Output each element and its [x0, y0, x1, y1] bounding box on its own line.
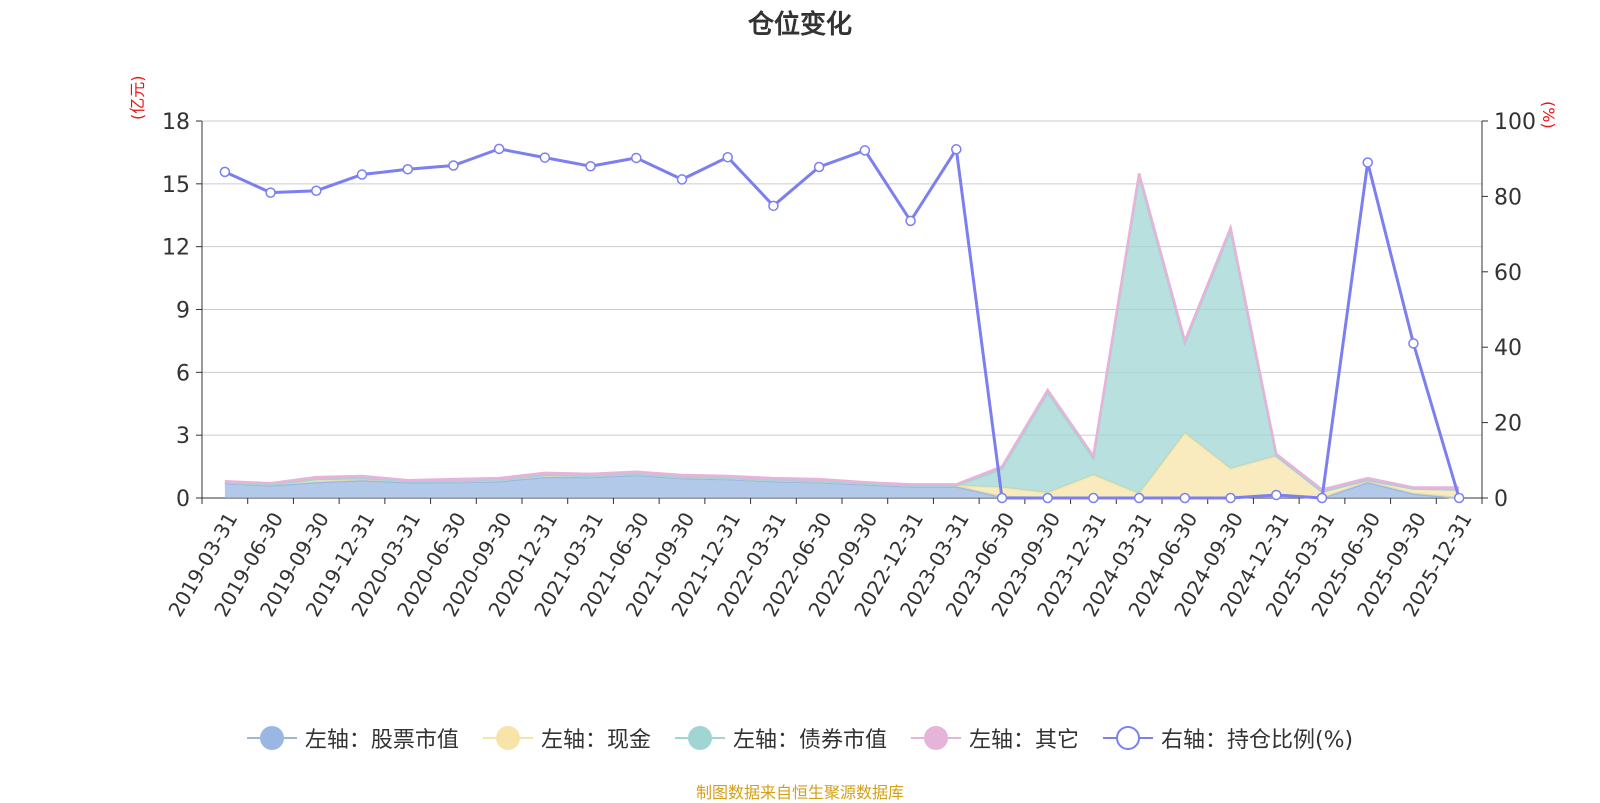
ratio-point: [859, 145, 871, 156]
data-source-note: 制图数据来自恒生聚源数据库: [695, 783, 904, 802]
legend-label-other: 左轴：其它: [968, 728, 1079, 753]
legend-label-cash: 左轴：现金: [540, 728, 651, 753]
ratio-point: [493, 143, 505, 155]
ratio-line: [224, 145, 1461, 500]
left-tick-label: 6: [176, 361, 190, 386]
right-tick-label: 40: [1494, 336, 1522, 361]
ratio-point: [905, 215, 916, 227]
bond-area: [224, 175, 1460, 494]
legend-item-other[interactable]: 左轴：其它: [910, 722, 1079, 754]
ratio-point: [676, 174, 688, 185]
ratio-point: [1225, 492, 1236, 504]
right-tick-label: 100: [1494, 110, 1536, 135]
ratio-point: [1042, 492, 1053, 504]
legend-item-cash[interactable]: 左轴：现金: [482, 722, 651, 754]
cash-area: [224, 433, 1460, 498]
ratio-point: [1362, 157, 1373, 168]
ratio-point: [265, 187, 276, 198]
other-line: [224, 173, 1460, 491]
right-tick-label: 0: [1494, 487, 1508, 512]
ratio-point: [311, 185, 322, 196]
ratio-point: [356, 169, 368, 180]
ratio-point: [585, 160, 596, 172]
ratio-point: [631, 152, 642, 164]
bond-swatch-icon: [674, 725, 725, 751]
ratio-point: [402, 164, 413, 175]
ratio-point: [1088, 492, 1099, 504]
ratio-point: [951, 144, 962, 155]
other-swatch-icon: [910, 725, 961, 751]
left-tick-label: 18: [162, 110, 190, 135]
ratio-point: [996, 492, 1008, 504]
ratio-point: [1271, 489, 1282, 501]
ratio-point: [539, 152, 551, 163]
legend-item-stock[interactable]: 左轴：股票市值: [246, 722, 459, 754]
ratio-point: [1316, 492, 1328, 504]
left-tick-label: 12: [162, 236, 190, 261]
right-tick-label: 80: [1494, 185, 1522, 210]
left-tick-label: 9: [176, 299, 190, 324]
stock-swatch-icon: [246, 725, 297, 751]
ratio-swatch-icon: [1102, 725, 1153, 751]
right-tick-label: 20: [1494, 412, 1522, 437]
ratio-point: [1133, 492, 1145, 504]
right-tick-label: 60: [1494, 261, 1522, 286]
left-tick-label: 3: [176, 424, 190, 449]
legend: 左轴：股票市值 左轴：现金 左轴：债券市值 左轴：其它 右轴：持仓比例(%): [0, 722, 1600, 754]
left-tick-label: 15: [162, 173, 190, 198]
chart-title: 仓位变化: [747, 10, 852, 40]
cash-swatch-icon: [482, 725, 533, 751]
ratio-point: [722, 151, 733, 163]
ratio-point: [448, 160, 459, 171]
ratio-point: [219, 166, 231, 178]
ratio-point: [1408, 338, 1419, 349]
legend-label-stock: 左轴：股票市值: [304, 728, 459, 753]
legend-item-ratio[interactable]: 右轴：持仓比例(%): [1102, 722, 1354, 754]
legend-item-bond[interactable]: 左轴：债券市值: [674, 722, 887, 754]
ratio-point: [1179, 492, 1191, 504]
ratio-point: [1453, 492, 1465, 504]
legend-label-bond: 左轴：债券市值: [732, 728, 887, 753]
legend-label-ratio: 右轴：持仓比例(%): [1160, 728, 1354, 753]
ratio-point: [813, 161, 825, 173]
stock-area: [224, 475, 1460, 498]
left-tick-label: 0: [176, 487, 190, 512]
ratio-point: [768, 200, 779, 212]
